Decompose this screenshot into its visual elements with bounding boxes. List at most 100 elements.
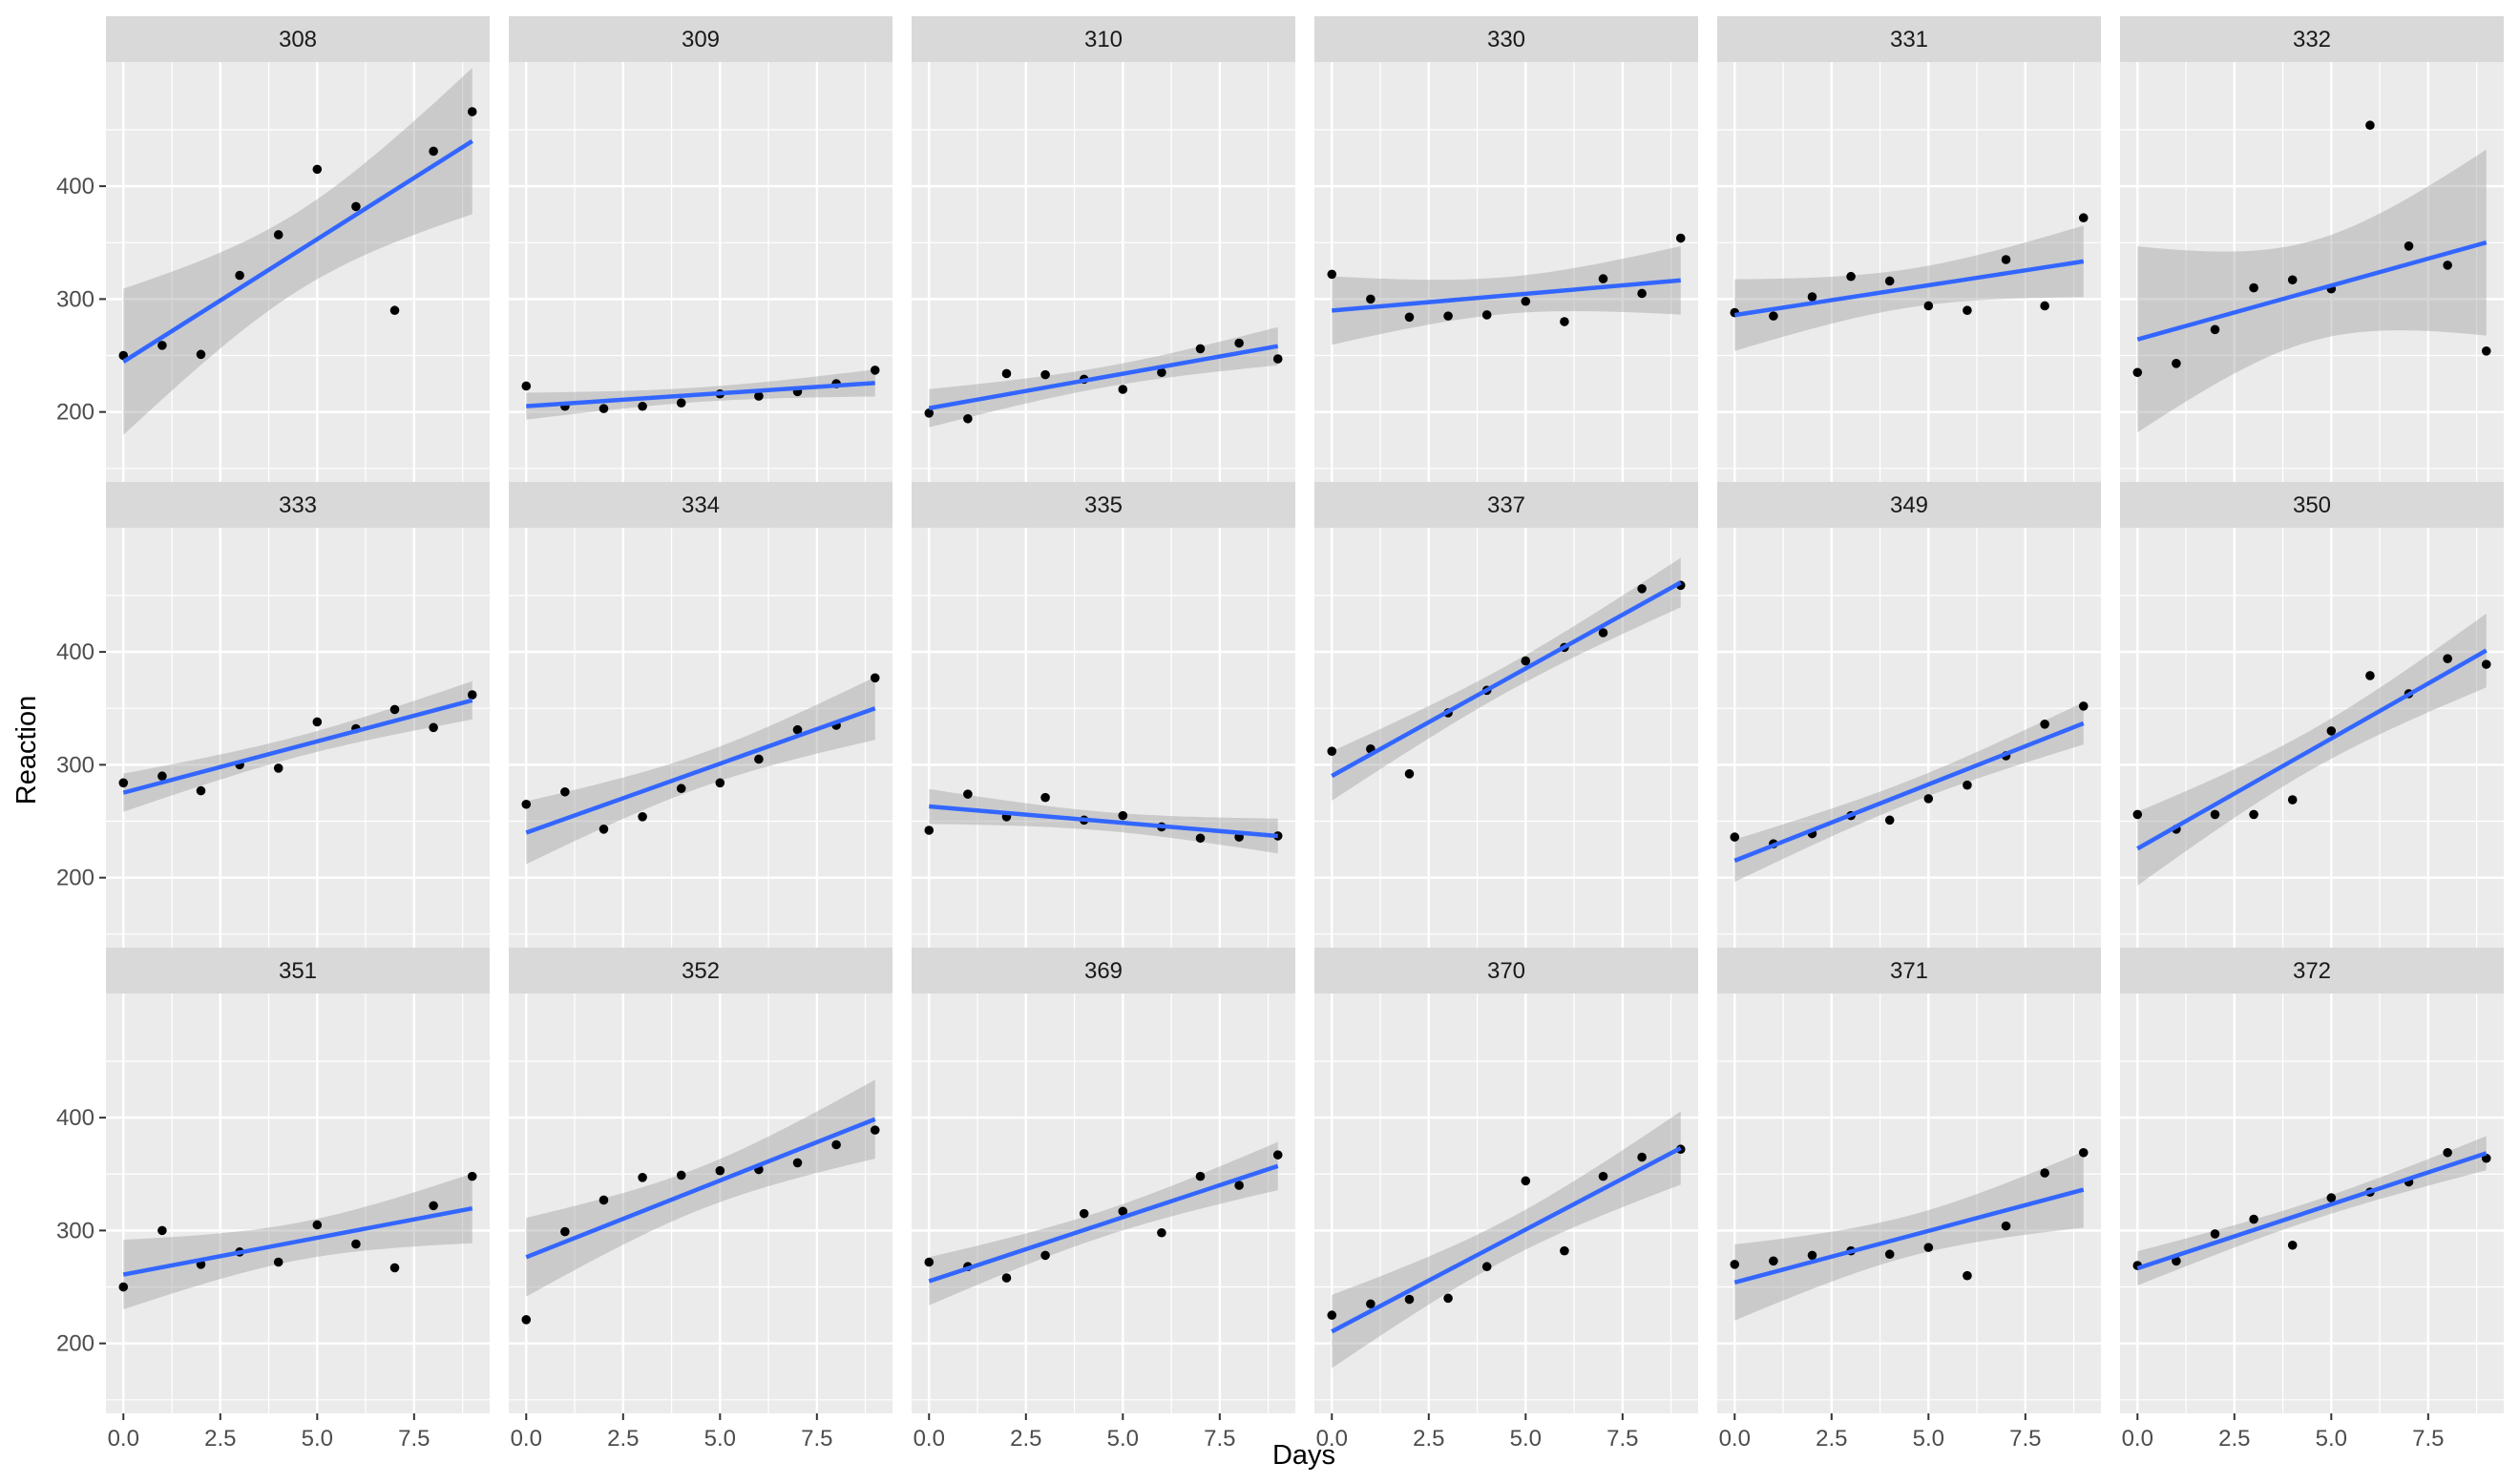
data-point: [831, 1139, 841, 1150]
data-point: [792, 1158, 803, 1168]
data-point: [1521, 656, 1531, 666]
facet-panel-352: 352: [509, 948, 892, 1413]
data-point: [1560, 1245, 1569, 1256]
facet-panel-332: 332: [2120, 16, 2504, 482]
facet-strip-label: 372: [2293, 958, 2331, 984]
data-point: [389, 1263, 400, 1273]
regression-line: [2136, 1151, 2488, 1271]
facet-strip-label: 350: [2293, 492, 2331, 518]
regression-line: [1331, 1145, 1682, 1334]
data-point: [598, 1195, 609, 1205]
data-point: [158, 1225, 167, 1236]
regression-line: [122, 1205, 473, 1277]
panel-background: [509, 62, 892, 482]
facet-panel-350: 350: [2120, 482, 2504, 948]
x-tick-label: 7.5: [2009, 1426, 2041, 1452]
facet-strip: [1717, 482, 2101, 528]
data-point: [598, 825, 609, 834]
data-point: [870, 1125, 880, 1135]
facet-strip-label: 310: [1084, 27, 1123, 52]
data-point: [560, 786, 570, 797]
data-point: [1195, 833, 1206, 844]
data-point: [389, 704, 400, 715]
data-point: [351, 201, 361, 212]
x-tick-label: 0.0: [914, 1426, 945, 1452]
regression-line: [2136, 240, 2488, 342]
facet-strip: [106, 948, 490, 993]
x-tick-label: 2.5: [1816, 1426, 1847, 1452]
facet-panel-371: 371: [1717, 948, 2101, 1413]
data-point: [2210, 1229, 2220, 1239]
panels-layer: 308 309 310 330 331 332 333 334 335 337 349 350 351 3…: [106, 16, 2504, 1413]
data-point: [1963, 305, 1972, 316]
facet-strip: [1314, 16, 1698, 62]
regression-line: [526, 381, 875, 408]
data-point: [1730, 832, 1740, 842]
x-tick-label: 7.5: [1606, 1426, 1638, 1452]
data-point: [2249, 1214, 2258, 1224]
data-point: [560, 1226, 570, 1237]
x-tick-label: 5.0: [704, 1426, 736, 1452]
data-point: [1157, 1227, 1166, 1238]
data-point: [1001, 1273, 1012, 1283]
y-tick-label: 200: [56, 1331, 94, 1357]
facet-strip: [1314, 482, 1698, 528]
regression-line: [1733, 1187, 2085, 1285]
data-point: [1923, 1243, 1934, 1252]
data-point: [196, 785, 206, 796]
facet-strip-label: 371: [1890, 958, 1928, 984]
x-axis-title: Days: [1272, 1440, 1335, 1471]
facet-strip-label: 332: [2293, 27, 2331, 52]
data-point: [715, 778, 725, 788]
data-point: [312, 717, 323, 727]
data-point: [2287, 795, 2298, 805]
data-point: [2481, 659, 2491, 669]
facet-panel-370: 370: [1314, 948, 1698, 1413]
data-point: [2249, 809, 2258, 820]
data-point: [1521, 1176, 1531, 1186]
data-point: [467, 1171, 477, 1181]
data-point: [2132, 809, 2143, 820]
facet-panel-372: 372: [2120, 948, 2504, 1413]
data-point: [2001, 255, 2011, 264]
data-point: [1923, 794, 1934, 804]
x-tick-label: 5.0: [302, 1426, 333, 1452]
facet-strip: [509, 948, 892, 993]
data-point: [2326, 726, 2337, 736]
data-point: [1234, 338, 1244, 348]
facet-strip-label: 337: [1487, 492, 1525, 518]
regression-line: [1733, 721, 2085, 863]
data-point: [676, 1170, 686, 1181]
data-point: [1157, 367, 1166, 378]
data-point: [1040, 369, 1050, 380]
data-point: [2287, 1240, 2298, 1250]
facet-strip: [912, 16, 1295, 62]
x-tick-label: 0.0: [511, 1426, 542, 1452]
x-tick-label: 7.5: [398, 1426, 430, 1452]
data-point: [1040, 1250, 1050, 1261]
data-point: [1040, 792, 1050, 803]
data-point: [2210, 324, 2220, 335]
data-point: [1846, 271, 1856, 282]
facet-panel-308: 308: [106, 16, 490, 482]
data-point: [963, 789, 973, 799]
data-point: [1598, 1171, 1608, 1181]
data-point: [2078, 213, 2089, 223]
facet-panel-334: 334: [509, 482, 892, 948]
facet-panel-369: 369: [912, 948, 1295, 1413]
facet-strip-label: 334: [682, 492, 720, 518]
panel-background: [912, 993, 1295, 1413]
data-point: [1807, 292, 1817, 302]
data-point: [1637, 288, 1647, 299]
x-tick-label: 5.0: [1913, 1426, 1944, 1452]
data-point: [158, 771, 167, 782]
data-point: [2443, 261, 2452, 270]
x-tick-label: 0.0: [1316, 1426, 1348, 1452]
data-point: [598, 404, 609, 413]
facet-panel-333: 333: [106, 482, 490, 948]
x-tick-label: 5.0: [1107, 1426, 1139, 1452]
facet-strip: [912, 948, 1295, 993]
data-point: [1443, 1293, 1453, 1304]
y-axis-title: Reaction: [11, 696, 42, 805]
regression-line: [1331, 580, 1682, 779]
